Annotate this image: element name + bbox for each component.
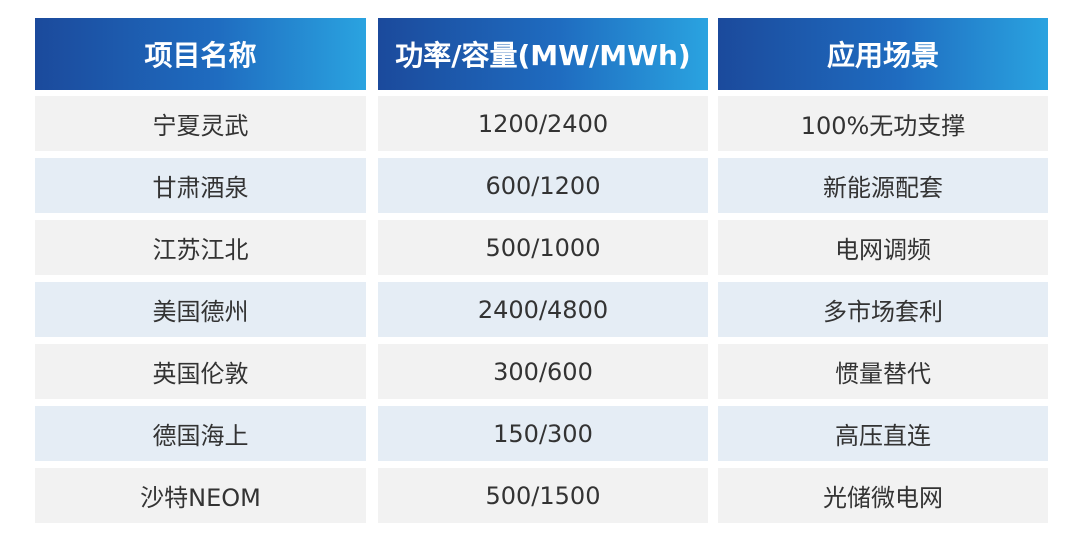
- table-cell: 150/300: [378, 406, 708, 461]
- table-cell: 光储微电网: [718, 468, 1048, 523]
- table-cell: 2400/4800: [378, 282, 708, 337]
- table-cell: 100%无功支撑: [718, 96, 1048, 151]
- header-cell: 项目名称: [35, 18, 366, 90]
- table-cell: 300/600: [378, 344, 708, 399]
- table-cell: 新能源配套: [718, 158, 1048, 213]
- table-cell: 美国德州: [35, 282, 366, 337]
- table-cell: 惯量替代: [718, 344, 1048, 399]
- table-cell: 600/1200: [378, 158, 708, 213]
- table-cell: 多市场套利: [718, 282, 1048, 337]
- table-cell: 高压直连: [718, 406, 1048, 461]
- table-cell: 英国伦敦: [35, 344, 366, 399]
- table-cell: 电网调频: [718, 220, 1048, 275]
- table-cell: 沙特NEOM: [35, 468, 366, 523]
- table-cell: 宁夏灵武: [35, 96, 366, 151]
- table-cell: 1200/2400: [378, 96, 708, 151]
- table-cell: 江苏江北: [35, 220, 366, 275]
- table-cell: 德国海上: [35, 406, 366, 461]
- table-cell: 500/1000: [378, 220, 708, 275]
- header-cell: 功率/容量(MW/MWh): [378, 18, 708, 90]
- table-cell: 甘肃酒泉: [35, 158, 366, 213]
- header-cell: 应用场景: [718, 18, 1048, 90]
- table-cell: 500/1500: [378, 468, 708, 523]
